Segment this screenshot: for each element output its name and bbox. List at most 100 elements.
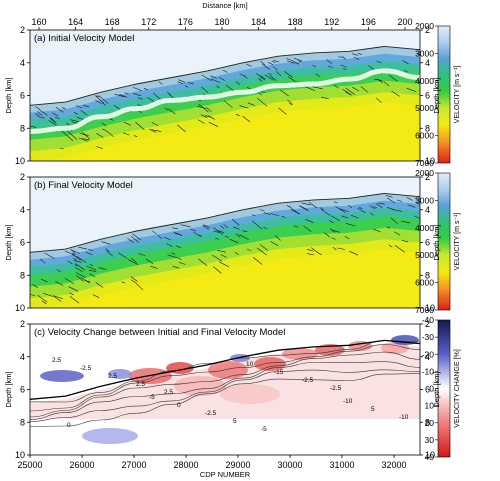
reflector-segment (259, 244, 269, 251)
reflector-segment (321, 208, 331, 216)
panel-c: 2.5-510-10-2.50-1552.5-2.5-2.5-102.55-2.… (29, 323, 421, 456)
reflector-segment (415, 201, 420, 205)
reflector-segment (326, 59, 333, 64)
reflector-segment (222, 69, 228, 73)
contour-line (30, 369, 420, 422)
reflector-segment (308, 201, 318, 209)
reflector-segment (312, 86, 323, 90)
reflector-segment (218, 77, 226, 81)
reflector-segment (127, 238, 134, 243)
reflector-segment (177, 81, 184, 85)
reflector-segment (151, 122, 159, 127)
colorbar-tick-label: -10 (422, 366, 435, 376)
reflector-segment (138, 253, 146, 256)
reflector-segment (74, 264, 78, 266)
reflector-segment (197, 106, 206, 109)
reflector-segment (274, 235, 281, 241)
reflector-segment (137, 97, 143, 100)
reflector-segment (101, 241, 111, 245)
moho-line (30, 68, 420, 134)
y-tick-label: 6 (20, 385, 25, 395)
reflector-segment (211, 78, 220, 83)
reflector-segment (40, 258, 46, 264)
reflector-segment (315, 73, 321, 78)
reflector-segment (357, 53, 362, 55)
colorbar-label: VELOCITY CHANGE [%] (454, 349, 461, 428)
contour-label: -5 (149, 394, 155, 401)
reflector-segment (101, 128, 106, 131)
reflector-segment (263, 212, 271, 215)
y-axis-label: Depth [km] (4, 77, 13, 113)
reflector-segment (85, 252, 93, 256)
reflector-segment (52, 295, 63, 299)
reflector-segment (394, 231, 401, 236)
reflector-segment (80, 277, 91, 284)
reflector-segment (342, 68, 347, 70)
contour-label: 0 (177, 402, 181, 409)
panel-title: (a) Initial Velocity Model (34, 33, 134, 44)
reflector-segment (268, 62, 274, 66)
y-tick-label: 2 (425, 25, 430, 35)
reflector-segment (259, 76, 266, 81)
reflector-segment (286, 58, 294, 62)
reflector-segment (288, 76, 298, 84)
reflector-segment (39, 109, 48, 116)
reflector-segment (208, 121, 219, 127)
reflector-segment (177, 124, 186, 133)
y-tick-label: 2 (20, 172, 25, 182)
reflector-segment (360, 86, 368, 93)
x-top-tick-label: 188 (288, 17, 303, 27)
reflector-segment (64, 250, 76, 256)
panel-a: (a) Initial Velocity Model (29, 29, 421, 162)
reflector-segment (119, 93, 128, 98)
reflector-segment (351, 215, 359, 219)
x-tick-label: 26000 (69, 460, 94, 470)
colorbar-tick-label: 5000 (415, 103, 434, 113)
reflector-segment (260, 60, 266, 66)
reflector-segment (75, 105, 82, 109)
reflector-segment (88, 248, 93, 252)
change-blob-positive (208, 361, 248, 379)
reflector-segment (246, 87, 252, 90)
reflector-segment (70, 119, 79, 122)
reflector-segment (251, 220, 263, 230)
y-tick-label: 2 (20, 319, 25, 329)
reflector-segment (337, 247, 346, 250)
colorbar-tick-label: 5000 (415, 250, 434, 260)
y-tick-label: 10 (15, 450, 25, 460)
y-axis-label: Depth [km] (4, 371, 13, 407)
y-tick-label: 6 (425, 385, 430, 395)
reflector-segment (68, 136, 74, 142)
y-tick-label: 8 (20, 123, 25, 133)
y-tick-label: 10 (425, 450, 435, 460)
reflector-segment (172, 266, 180, 269)
reflector-segment (246, 249, 252, 251)
change-blob-positive (381, 342, 409, 354)
y-axis-label: Depth [km] (432, 371, 441, 407)
reflector-segment (332, 247, 337, 251)
colorbar-label: VELOCITY [m s⁻¹] (454, 66, 461, 124)
y-axis-label: Depth [km] (432, 224, 441, 260)
reflector-segment (95, 282, 104, 288)
colorbar-tick-label: 0 (429, 384, 434, 394)
reflector-segment (175, 245, 181, 248)
reflector-segment (178, 79, 186, 83)
reflector-segment (331, 215, 340, 222)
reflector-segment (235, 113, 240, 117)
y-tick-label: 6 (425, 91, 430, 101)
reflector-segment (49, 117, 56, 123)
reflector-segment (102, 103, 107, 106)
reflector-segment (327, 65, 333, 68)
reflector-segment (373, 228, 381, 233)
x-tick-label: 31000 (329, 460, 354, 470)
high-velocity-zone (30, 263, 180, 308)
velocity-body (30, 45, 420, 161)
y-tick-label: 4 (20, 58, 25, 68)
y-tick-label: 4 (425, 205, 430, 215)
reflector-segment (257, 97, 268, 107)
reflector-segment (164, 237, 171, 241)
contour-line (30, 351, 420, 418)
x-top-tick-label: 164 (68, 17, 83, 27)
reflector-segment (122, 132, 130, 136)
